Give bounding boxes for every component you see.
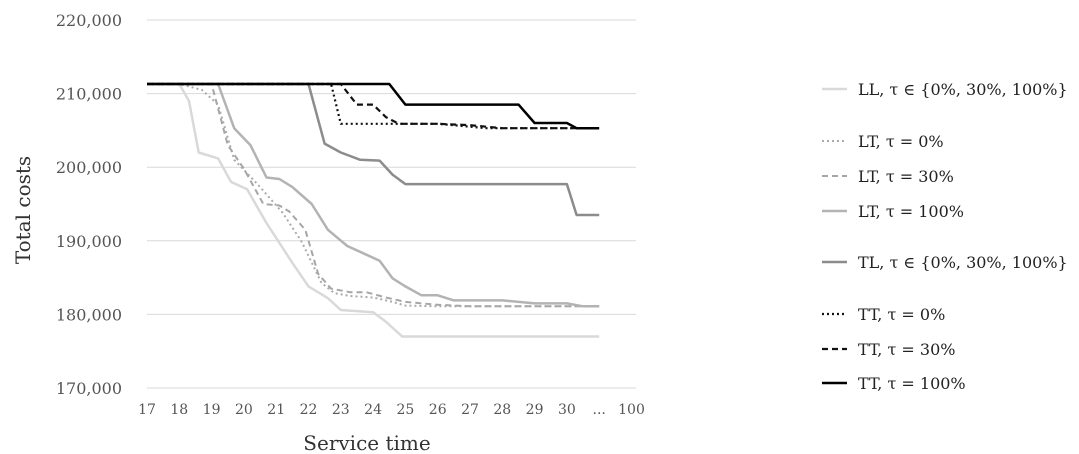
x-axis-title: Service time [303,431,430,454]
y-tick-label: 220,000 [56,11,122,30]
series-line-5 [147,82,600,217]
gridlines [147,19,636,389]
x-tick-label: 24 [364,402,382,418]
y-tick-label: 190,000 [56,232,122,251]
x-tick-label: 25 [396,402,414,418]
series-line-1 [147,82,600,338]
series-line-2 [147,83,600,308]
series-line-8 [147,82,600,130]
x-tick-label: 21 [267,402,285,418]
y-tick-label: 170,000 [56,379,122,398]
x-tick-label: 27 [461,402,479,418]
legend-label: LT, τ = 100% [858,202,964,221]
legend-label: TT, τ = 30% [858,340,955,359]
x-tick-label: 17 [138,402,156,418]
legend-label: LL, τ ∈ {0%, 30%, 100%} [858,80,1068,99]
x-tick-label: ... [593,402,606,418]
legend: LL, τ ∈ {0%, 30%, 100%} LT, τ = 0% LT, τ =… [822,80,1068,393]
x-tick-label: 29 [526,402,544,418]
y-axis-title: Total costs [11,156,35,264]
x-tick-label: 23 [332,402,350,418]
y-axis-ticks: 170,000 180,000 190,000 200,000 210,000 220,0… [56,11,122,398]
series-line-6 [147,82,600,130]
y-tick-label: 200,000 [56,158,122,177]
x-tick-label: 100 [618,402,645,418]
legend-label: TT, τ = 0% [858,305,945,324]
legend-label: LT, τ = 30% [858,167,954,186]
legend-label: TL, τ ∈ {0%, 30%, 100%} [858,253,1068,272]
x-tick-label: 26 [429,402,447,418]
series-line-7 [147,82,600,130]
x-tick-label: 20 [235,402,253,418]
x-tick-label: 22 [300,402,318,418]
y-tick-label: 180,000 [56,305,122,324]
x-axis-ticks: 17 18 19 20 21 22 23 24 25 26 27 28 29 30... 100 [138,402,645,418]
x-tick-label: 18 [170,402,188,418]
legend-label: LT, τ = 0% [858,132,944,151]
series-line-4 [147,82,600,308]
x-tick-label: 28 [493,402,511,418]
x-tick-label: 30 [558,402,576,418]
series-lines [147,82,600,338]
legend-label: TT, τ = 100% [858,374,966,393]
series-line-3 [147,83,600,308]
y-tick-label: 210,000 [56,85,122,104]
x-tick-label: 19 [203,402,221,418]
